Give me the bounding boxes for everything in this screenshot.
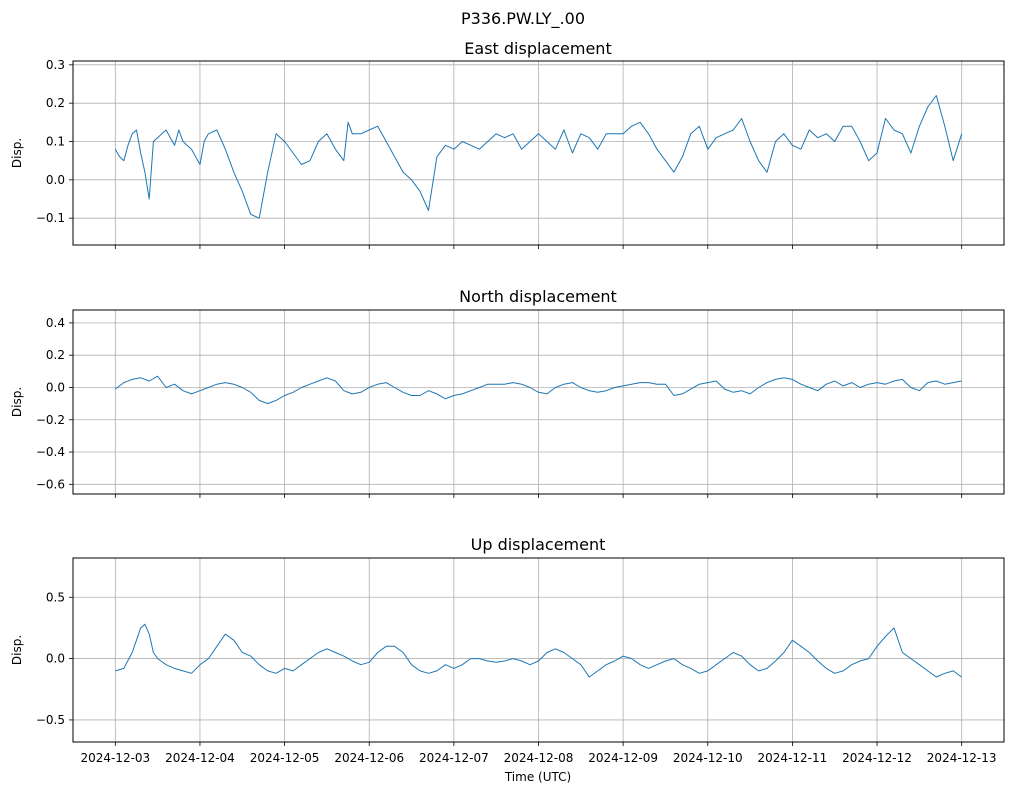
- up-y-tick-label: 0.0: [46, 652, 65, 666]
- north-displacement-line: [114, 375, 962, 405]
- north-ylabel: Disp.: [10, 387, 24, 417]
- x-tick-label: 2024-12-06: [334, 751, 404, 765]
- north-series: [114, 375, 962, 405]
- x-tick-label: 2024-12-05: [250, 751, 320, 765]
- north-panel: −0.6 −0.4 −0.2 0.0 0.2 0.4 North displacement…: [10, 287, 1005, 498]
- north-y-tick-label: −0.4: [36, 445, 65, 459]
- east-series: [114, 95, 963, 219]
- x-tick-label: 2024-12-13: [927, 751, 997, 765]
- up-panel: 2024-12-03 2024-12-04 2024-12-05 2024-12-06…: [10, 535, 1005, 765]
- x-tick-label: 2024-12-09: [588, 751, 658, 765]
- north-title: North displacement: [459, 287, 617, 306]
- north-y-tick-label: −0.2: [36, 413, 65, 427]
- north-y-tick-label: −0.6: [36, 477, 65, 491]
- east-panel: −0.1 0.0 0.1 0.2 0.3 East displacement Disp.: [10, 39, 1005, 249]
- x-tick-label: 2024-12-11: [758, 751, 828, 765]
- up-ylabel: Disp.: [10, 635, 24, 665]
- east-grid: [73, 61, 1004, 245]
- up-displacement-line: [115, 623, 962, 678]
- east-displacement-line: [114, 95, 963, 219]
- x-tick-label: 2024-12-03: [80, 751, 150, 765]
- x-tick-label: 2024-12-04: [165, 751, 235, 765]
- up-ticks: 2024-12-03 2024-12-04 2024-12-05 2024-12-06…: [36, 590, 997, 765]
- north-y-tick-label: 0.0: [46, 380, 65, 394]
- up-title: Up displacement: [471, 535, 606, 554]
- north-y-tick-label: 0.4: [46, 316, 65, 330]
- north-grid: [73, 310, 1004, 494]
- x-tick-label: 2024-12-10: [673, 751, 743, 765]
- north-ticks: −0.6 −0.4 −0.2 0.0 0.2 0.4: [36, 316, 963, 498]
- x-tick-label: 2024-12-12: [842, 751, 912, 765]
- figure-suptitle: P336.PW.LY_.00: [461, 9, 585, 29]
- east-ticks: −0.1 0.0 0.1 0.2 0.3: [36, 58, 963, 249]
- up-grid: [73, 558, 1004, 742]
- x-tick-label: 2024-12-07: [419, 751, 489, 765]
- east-y-tick-label: 0.2: [46, 96, 65, 110]
- east-y-tick-label: −0.1: [36, 211, 65, 225]
- east-ylabel: Disp.: [10, 138, 24, 168]
- x-tick-label: 2024-12-08: [504, 751, 574, 765]
- north-y-tick-label: 0.2: [46, 348, 65, 362]
- x-axis-label: Time (UTC): [504, 770, 571, 784]
- east-title: East displacement: [464, 39, 611, 58]
- up-series: [115, 623, 962, 678]
- up-y-tick-label: 0.5: [46, 590, 65, 604]
- east-y-tick-label: 0.1: [46, 135, 65, 149]
- east-y-tick-label: 0.3: [46, 58, 65, 72]
- up-y-tick-label: −0.5: [36, 713, 65, 727]
- east-y-tick-label: 0.0: [46, 173, 65, 187]
